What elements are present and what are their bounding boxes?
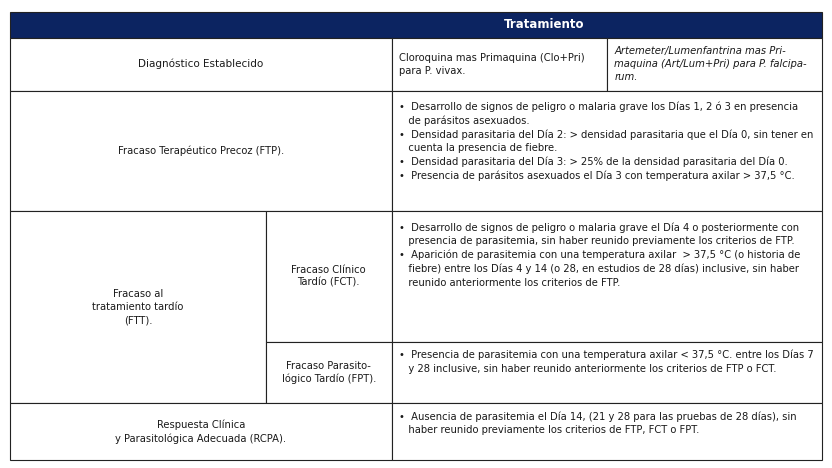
Text: Respuesta Clínica
y Parasitológica Adecuada (RCPA).: Respuesta Clínica y Parasitológica Adecu… (116, 419, 286, 444)
Bar (265, 211, 392, 342)
Text: •  Desarrollo de signos de peligro o malaria grave los Días 1, 2 ó 3 en presenci: • Desarrollo de signos de peligro o mala… (399, 102, 814, 182)
Bar (392, 403, 822, 460)
Text: Artemeter/Lumenfantrina mas Pri-
maquina (Art/Lum+Pri) para P. falcipa-
rum.: Artemeter/Lumenfantrina mas Pri- maquina… (614, 46, 807, 82)
Bar (265, 342, 392, 403)
Text: •  Ausencia de parasitemia el Día 14, (21 y 28 para las pruebas de 28 días), sin: • Ausencia de parasitemia el Día 14, (21… (399, 412, 797, 435)
Text: Fracaso Clínico
Tardío (FCT).: Fracaso Clínico Tardío (FCT). (291, 264, 366, 288)
Bar (607, 38, 822, 90)
Bar (10, 211, 265, 403)
Bar (10, 403, 392, 460)
Bar (392, 90, 822, 211)
Bar (392, 211, 822, 342)
Bar (10, 90, 392, 211)
Bar (392, 342, 822, 403)
Bar (10, 12, 822, 38)
Text: •  Presencia de parasitemia con una temperatura axilar < 37,5 °C. entre los Días: • Presencia de parasitemia con una tempe… (399, 350, 814, 373)
Text: Diagnóstico Establecido: Diagnóstico Establecido (138, 59, 264, 69)
Text: Fracaso al
tratamiento tardío
(FTT).: Fracaso al tratamiento tardío (FTT). (92, 289, 184, 325)
Text: Cloroquina mas Primaquina (Clo+Pri)
para P. vivax.: Cloroquina mas Primaquina (Clo+Pri) para… (399, 52, 585, 76)
Text: Fracaso Parasito-
lógico Tardío (FPT).: Fracaso Parasito- lógico Tardío (FPT). (281, 360, 376, 384)
Text: •  Desarrollo de signos de peligro o malaria grave el Día 4 o posteriormente con: • Desarrollo de signos de peligro o mala… (399, 222, 800, 288)
Text: Fracaso Terapéutico Precoz (FTP).: Fracaso Terapéutico Precoz (FTP). (117, 145, 284, 156)
Text: Tratamiento: Tratamiento (503, 18, 584, 31)
Bar (392, 38, 607, 90)
Bar (10, 38, 392, 90)
